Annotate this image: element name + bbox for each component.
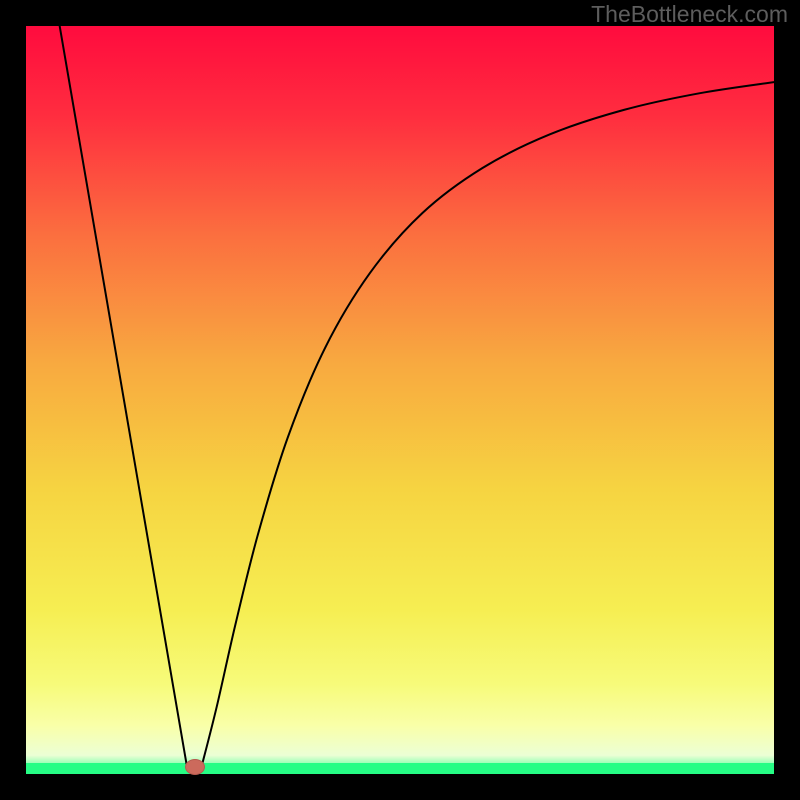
bottleneck-curve (26, 26, 774, 774)
minimum-marker (185, 759, 205, 775)
watermark-text: TheBottleneck.com (591, 1, 788, 28)
chart-frame: TheBottleneck.com (0, 0, 800, 800)
plot-area (26, 26, 774, 774)
